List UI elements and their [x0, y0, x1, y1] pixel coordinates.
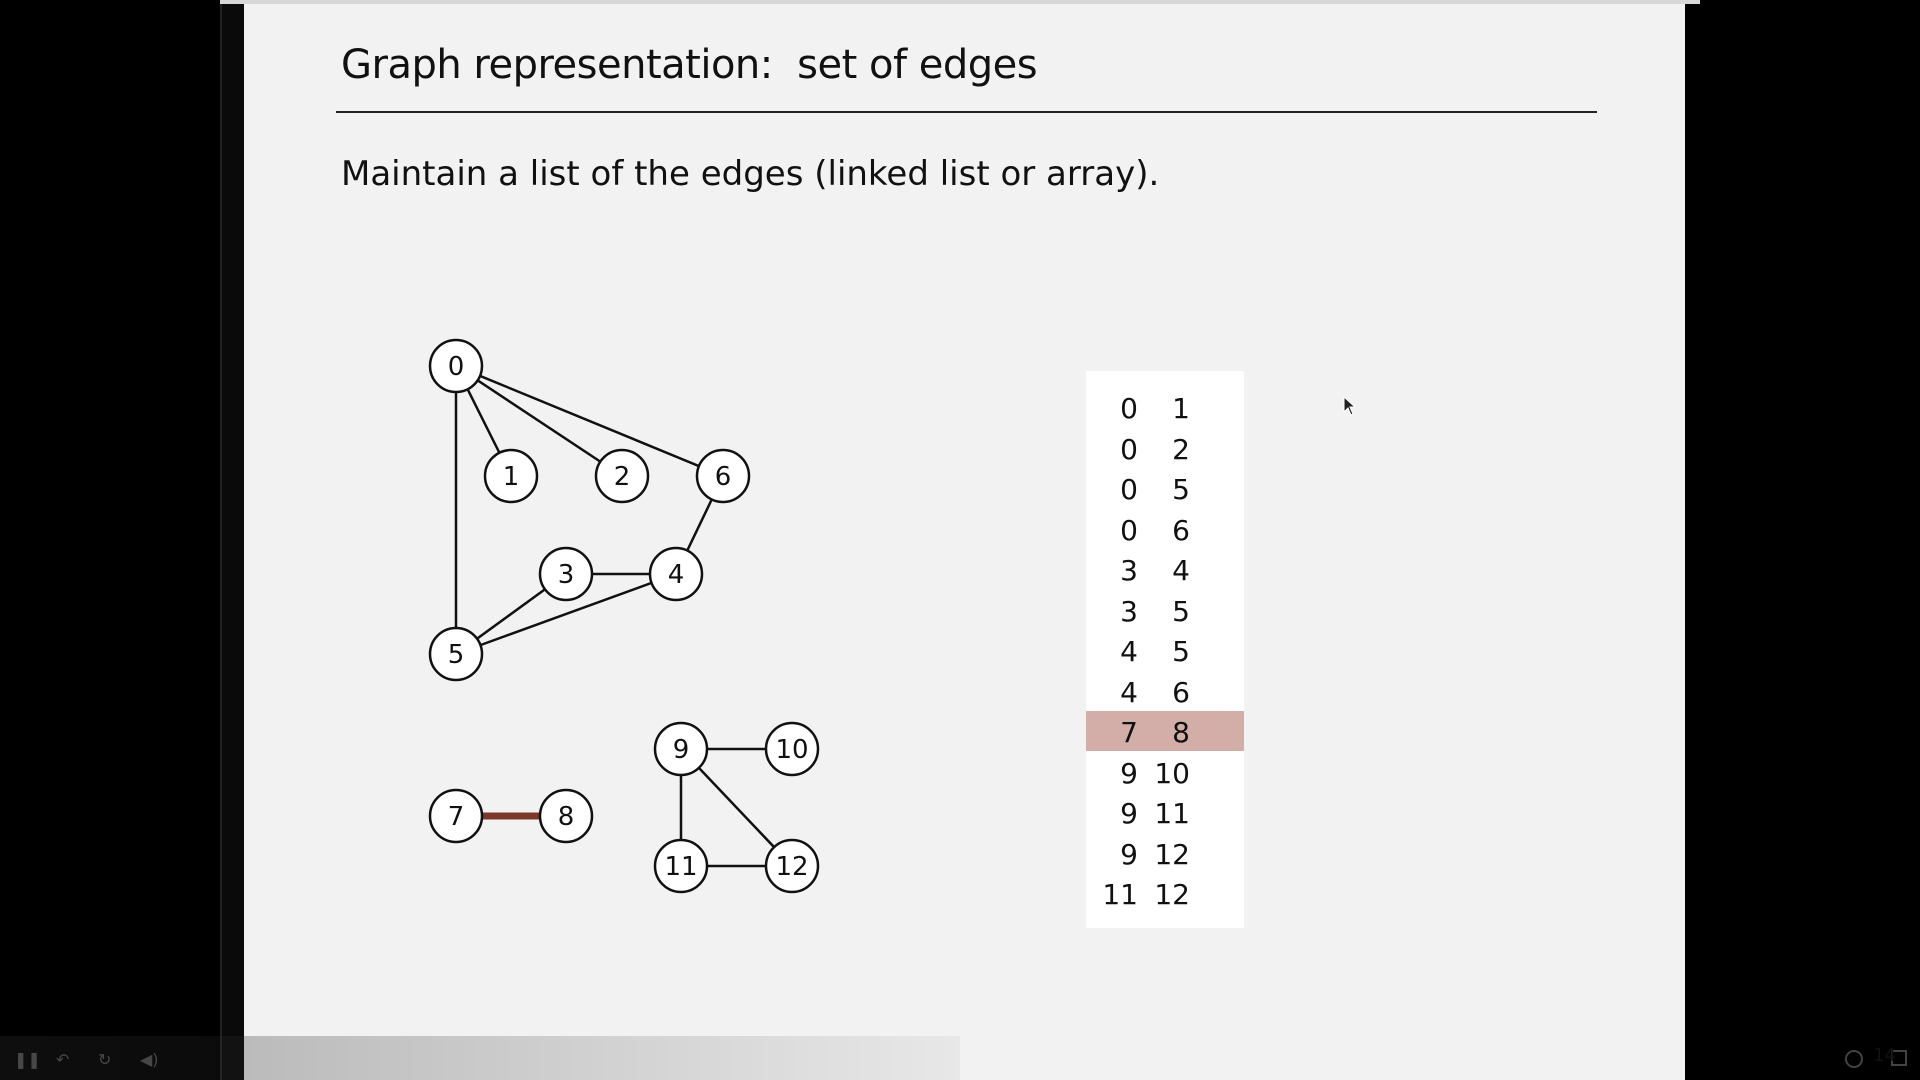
edge-to-vertex: 12: [1154, 837, 1190, 871]
edge-to-vertex: 8: [1172, 716, 1190, 749]
graph-edges: [454, 364, 793, 868]
title-rule: [336, 111, 1597, 113]
graph-node-1: 1: [483, 448, 539, 504]
edge-from-vertex: 9: [1120, 797, 1138, 830]
slide-title: Graph representation: set of edges: [341, 42, 1038, 88]
edge-to-vertex: 10: [1154, 756, 1190, 790]
fullscreen-icon[interactable]: [1820, 1044, 1920, 1074]
edge-from-vertex: 0: [1120, 432, 1138, 466]
edge-from-vertex: 11: [1102, 878, 1138, 911]
graph-node-label: 5: [448, 640, 465, 670]
edge-to-vertex: 1: [1172, 392, 1190, 425]
edge-to-vertex: 6: [1172, 513, 1190, 547]
graph-node-label: 6: [715, 462, 732, 492]
edge-to-vertex: 2: [1172, 432, 1190, 466]
edge-to-vertex: 4: [1172, 554, 1190, 587]
player-controls: ❚❚ ↶ ↻ ◀): [0, 1036, 960, 1080]
graph-node-4: 4: [648, 546, 704, 602]
rewind-icon[interactable]: ↶: [56, 1050, 70, 1069]
edge-to-vertex: 5: [1172, 594, 1190, 628]
graph-node-6: 6: [695, 448, 751, 504]
edge-from-vertex: 9: [1120, 837, 1138, 871]
page-number: 14: [1873, 1045, 1896, 1066]
edge-from-vertex: 0: [1120, 392, 1138, 425]
edge-from-vertex: 4: [1120, 635, 1138, 668]
graph-node-label: 2: [614, 462, 631, 492]
graph-node-label: 11: [664, 852, 697, 882]
mouse-cursor-icon: [1343, 396, 1357, 416]
volume-icon[interactable]: ◀): [140, 1050, 159, 1069]
graph-edge-0-2: [455, 364, 623, 478]
graph-node-11: 11: [653, 838, 709, 894]
edge-from-vertex: 3: [1120, 554, 1138, 587]
graph-node-2: 2: [594, 448, 650, 504]
edge-to-vertex: 5: [1172, 635, 1190, 668]
graph-node-10: 10: [764, 721, 820, 777]
graph-node-label: 7: [448, 802, 465, 832]
graph-node-label: 1: [503, 462, 520, 492]
edge-to-vertex: 12: [1154, 878, 1190, 911]
slide-left-edge: [220, 4, 246, 1080]
edge-from-vertex: 3: [1120, 594, 1138, 628]
edge-list-row: 9 10: [1086, 752, 1244, 792]
pause-icon[interactable]: ❚❚: [14, 1050, 41, 1069]
edge-list-row: 11 12: [1086, 873, 1244, 913]
graph-node-8: 8: [538, 788, 594, 844]
window-top-strip: [220, 0, 1700, 4]
edge-to-vertex: 5: [1172, 473, 1190, 506]
graph-node-label: 0: [448, 352, 465, 382]
slide-body-text: Maintain a list of the edges (linked lis…: [341, 154, 1160, 194]
graph-edge-4-5: [455, 572, 677, 656]
graph-node-label: 3: [558, 560, 575, 590]
graph-node-label: 12: [775, 852, 808, 882]
graph-node-5: 5: [428, 626, 484, 682]
reload-icon[interactable]: ↻: [98, 1050, 112, 1069]
graph-node-12: 12: [764, 838, 820, 894]
graph-node-label: 10: [775, 735, 808, 765]
graph-node-0: 0: [428, 338, 484, 394]
graph-edge-0-6: [455, 364, 724, 478]
edge-list-table: 0 1 0 2 0 5 0 6 3 4 3 5 4 5 4 6 7 8 9 10 9 11 9 12 11 12: [1086, 371, 1244, 928]
graph-node-label: 4: [668, 560, 685, 590]
graph-node-9: 9: [653, 721, 709, 777]
edge-to-vertex: 6: [1172, 675, 1190, 709]
graph-node-label: 8: [558, 802, 575, 832]
edge-from-vertex: 9: [1120, 756, 1138, 790]
edge-list-row: 9 11: [1086, 792, 1244, 832]
edge-list-row: 9 12: [1086, 833, 1244, 873]
edge-from-vertex: 0: [1120, 473, 1138, 506]
edge-from-vertex: 4: [1120, 675, 1138, 709]
edge-to-vertex: 11: [1154, 797, 1190, 830]
graph-node-3: 3: [538, 546, 594, 602]
edge-from-vertex: 7: [1120, 716, 1138, 749]
edge-from-vertex: 0: [1120, 513, 1138, 547]
graph-node-label: 9: [673, 735, 690, 765]
slide: Graph representation: set of edges Maint…: [244, 4, 1685, 1080]
graph-node-7: 7: [428, 788, 484, 844]
